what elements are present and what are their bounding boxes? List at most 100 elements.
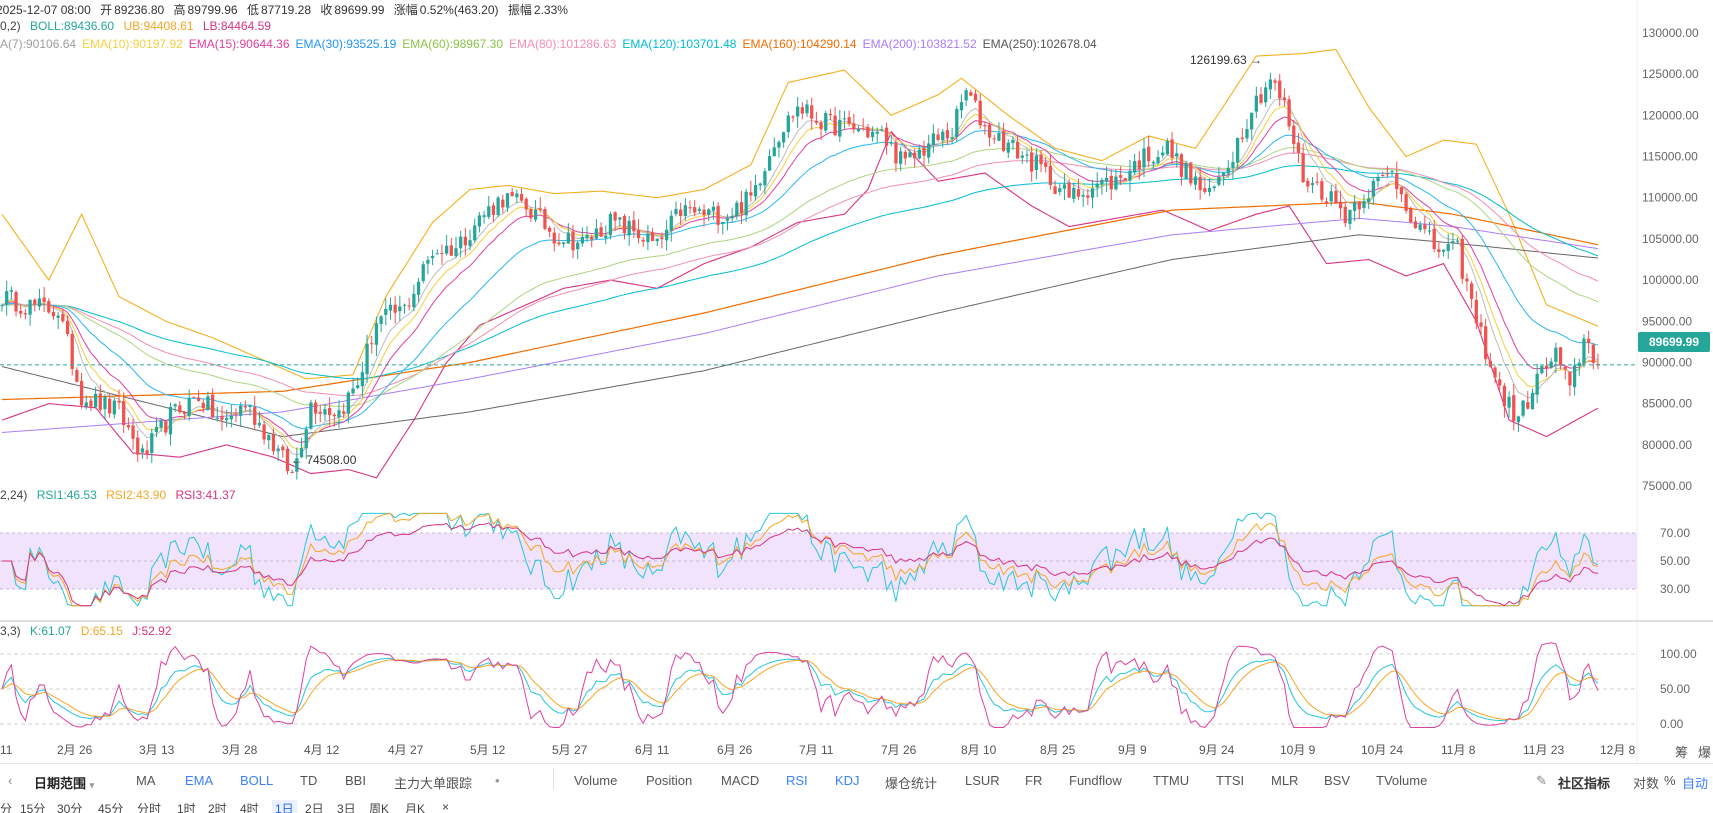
interval-option[interactable]: 1日 — [272, 800, 297, 813]
candle — [75, 367, 79, 383]
indicator-bbi[interactable]: BBI — [345, 773, 366, 788]
candle-body — [772, 147, 776, 157]
candle — [173, 403, 177, 412]
candle — [1521, 399, 1525, 418]
interval-option[interactable]: 15分 — [20, 802, 46, 813]
candle-body — [1568, 371, 1572, 386]
sub-macd[interactable]: MACD — [721, 773, 760, 788]
indicator-ma[interactable]: MA — [136, 773, 156, 788]
candle-body — [1151, 161, 1156, 164]
indicator-toolbar: ‹ 日期范围 ▾ MA EMA BOLL TD BBI 主力大单跟踪 • Vol… — [0, 763, 1713, 798]
indicator-td[interactable]: TD — [300, 773, 318, 788]
candle — [1329, 184, 1333, 206]
candle — [852, 113, 856, 134]
candle-body — [1034, 155, 1038, 170]
more-icon[interactable]: • — [495, 773, 500, 788]
sub-fundflow[interactable]: Fundflow — [1069, 773, 1122, 788]
candle — [1544, 357, 1549, 377]
candle-body — [1161, 152, 1165, 156]
candle-body — [393, 304, 397, 313]
candle-body — [1427, 230, 1432, 232]
percent-toggle[interactable]: % — [1664, 773, 1676, 788]
interval-option[interactable]: 4时 — [240, 802, 259, 813]
candle-body — [1395, 172, 1399, 190]
candle-body — [889, 142, 893, 144]
sub-tvolume[interactable]: TVolume — [1376, 773, 1428, 788]
candle — [477, 211, 482, 233]
candle-body — [664, 229, 669, 241]
candle — [360, 361, 365, 397]
liquidation-button[interactable]: 爆 — [1698, 745, 1712, 760]
interval-option[interactable]: 2时 — [208, 802, 227, 813]
candle — [239, 401, 243, 427]
candle — [674, 201, 678, 217]
interval-option[interactable]: 45分 — [98, 802, 124, 813]
indicator-boll[interactable]: BOLL — [240, 773, 274, 788]
interval-option[interactable]: 分 — [0, 802, 13, 813]
sub-kdj[interactable]: KDJ — [835, 773, 860, 788]
interval-option[interactable]: 2日 — [305, 802, 324, 813]
sub-mlr[interactable]: MLR — [1271, 773, 1299, 788]
candle-body — [1367, 198, 1371, 202]
date-range-button[interactable]: 日期范围 ▾ — [34, 773, 94, 792]
interval-option[interactable]: 周K — [369, 802, 390, 813]
candle-body — [1067, 182, 1071, 198]
ema7-line — [1, 98, 1599, 456]
candle — [791, 115, 795, 123]
sub-bsv[interactable]: BSV — [1324, 773, 1351, 788]
sub-ttsi[interactable]: TTSI — [1216, 773, 1245, 788]
candle — [796, 97, 800, 128]
candle-body — [847, 117, 851, 124]
log-scale-toggle[interactable]: 对数 — [1633, 776, 1660, 791]
candle-body — [543, 209, 547, 229]
sub-liquidation[interactable]: 爆仓统计 — [885, 776, 938, 791]
chart-canvas[interactable]: 126199.63 → ← 74508.00 130000.00 125000.00… — [0, 0, 1713, 763]
auto-scale-toggle[interactable]: 自动 — [1682, 776, 1709, 791]
candle — [655, 238, 659, 247]
sub-ttmu[interactable]: TTMU — [1153, 773, 1190, 788]
candle — [1441, 249, 1446, 257]
candle-body — [950, 137, 954, 139]
close-icon[interactable]: × — [442, 800, 450, 813]
indicator-ema[interactable]: EMA — [185, 773, 214, 788]
candle — [112, 397, 116, 419]
ema-legend-item: EMA(15):90644.36 — [188, 37, 290, 51]
candle — [1240, 128, 1244, 143]
interval-option[interactable]: 1时 — [177, 802, 196, 813]
candle-body — [796, 106, 800, 117]
candle — [735, 200, 739, 220]
interval-option[interactable]: 30分 — [57, 802, 83, 813]
indicator-main-order[interactable]: 主力大单跟踪 — [394, 776, 473, 791]
candle — [487, 195, 491, 220]
candle — [1572, 358, 1577, 396]
candle-body — [154, 426, 159, 433]
ema-legend-item: A(7):90106.64 — [0, 37, 77, 51]
sub-fr[interactable]: FR — [1025, 773, 1043, 788]
candle — [1320, 177, 1324, 203]
interval-option[interactable]: 月K — [405, 802, 426, 813]
candle-body — [379, 316, 383, 324]
sub-rsi[interactable]: RSI — [786, 773, 808, 788]
interval-option[interactable]: 分时 — [137, 802, 162, 813]
chevron-down-icon: ▾ — [89, 780, 95, 790]
candle — [679, 202, 683, 225]
edit-icon[interactable]: ✎ — [1536, 773, 1547, 788]
sub-volume[interactable]: Volume — [574, 773, 618, 788]
candle-body — [613, 212, 617, 221]
kdj-d-line — [1, 659, 1599, 721]
candle-body — [562, 242, 566, 244]
collapse-icon[interactable]: ‹ — [8, 773, 13, 788]
chip-button[interactable]: 筹 — [1675, 745, 1689, 760]
candle-body — [1469, 283, 1474, 299]
candle — [187, 389, 191, 421]
sub-lsur[interactable]: LSUR — [965, 773, 1000, 788]
community-indicators-button[interactable]: 社区指标 — [1558, 776, 1611, 791]
candle — [1455, 237, 1460, 244]
interval-option[interactable]: 3日 — [337, 802, 356, 813]
sub-position[interactable]: Position — [646, 773, 693, 788]
candle-body — [590, 236, 594, 240]
candle — [79, 373, 84, 409]
candle — [959, 94, 964, 119]
candle-body — [1320, 181, 1324, 200]
candle — [1437, 241, 1441, 258]
